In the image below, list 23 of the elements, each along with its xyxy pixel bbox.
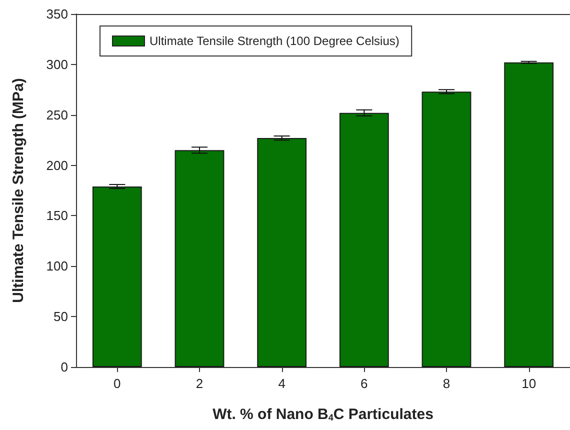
- bar: [504, 62, 554, 367]
- x-tick-label: 8: [442, 376, 450, 391]
- y-tick-label: 350: [46, 6, 68, 22]
- y-tick-label: 200: [46, 158, 68, 173]
- x-tick-label: 6: [360, 376, 368, 391]
- bar: [257, 138, 307, 367]
- y-tick-label: 0: [60, 360, 68, 374]
- legend-label: Ultimate Tensile Strength (100 Degree Celsius): [150, 34, 400, 48]
- x-tick-label: 10: [522, 376, 536, 391]
- y-tick-label: 300: [46, 56, 68, 72]
- x-tick-label: 2: [196, 376, 204, 391]
- bar: [339, 112, 389, 367]
- x-tick-label: 0: [114, 376, 121, 391]
- y-tick-label: 100: [46, 258, 68, 274]
- bar: [422, 92, 472, 367]
- x-tick-label: 4: [278, 376, 286, 391]
- y-tick-label: 150: [46, 208, 68, 224]
- bar: [174, 150, 224, 367]
- y-tick-label: 250: [46, 107, 68, 122]
- y-axis-title: Ultimate Tensile Strength (MPa): [10, 78, 27, 303]
- x-axis-title: Wt. % of Nano B4C Particulates: [212, 406, 434, 423]
- y-tick-label: 50: [54, 309, 68, 324]
- bar: [92, 186, 142, 367]
